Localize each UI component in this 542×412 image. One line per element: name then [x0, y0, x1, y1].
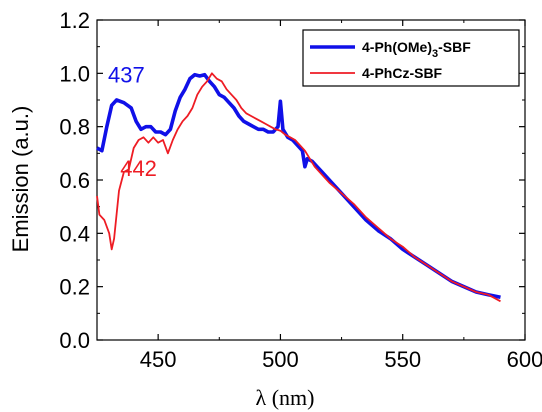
peak-label-2: 442: [120, 156, 157, 181]
y-tick-label: 0.2: [59, 275, 90, 300]
legend-label-2: 4-PhCz-SBF: [362, 65, 443, 81]
x-tick-label: 550: [384, 347, 421, 372]
x-tick-label: 450: [140, 347, 177, 372]
legend-label-1: 4-Ph(OMe)3-SBF: [362, 39, 471, 60]
legend-label-tail: -SBF: [438, 39, 471, 55]
peak-annotations: 437 442: [108, 63, 157, 181]
legend: 4-Ph(OMe)3-SBF 4-PhCz-SBF: [302, 29, 520, 87]
legend-box: [302, 29, 520, 87]
series-line-2: [96, 72, 501, 303]
y-axis-title: Emission (a.u.): [8, 106, 33, 253]
y-axis-ticks: 0.0 0.2 0.4 0.6 0.8 1.0 1.2: [59, 8, 525, 353]
y-tick-label: 0.6: [59, 168, 90, 193]
series-lines: [96, 72, 501, 303]
y-tick-label: 0.4: [59, 221, 90, 246]
legend-label-subscript: 3: [432, 48, 438, 60]
x-tick-label: 500: [262, 347, 299, 372]
y-tick-label: 1.0: [59, 61, 90, 86]
y-tick-label: 0.8: [59, 115, 90, 140]
y-tick-label: 0.0: [59, 328, 90, 353]
peak-label-1: 437: [108, 63, 145, 88]
y-tick-label: 1.2: [59, 8, 90, 33]
x-axis-ticks: 450 500 550 600: [140, 20, 542, 372]
legend-label-main: 4-PhCz-SBF: [362, 65, 443, 81]
series-line-1: [96, 72, 501, 300]
x-tick-label: 600: [507, 347, 542, 372]
x-axis-title: λ (nm): [256, 385, 315, 410]
legend-label-main: 4-Ph(OMe): [362, 39, 432, 55]
